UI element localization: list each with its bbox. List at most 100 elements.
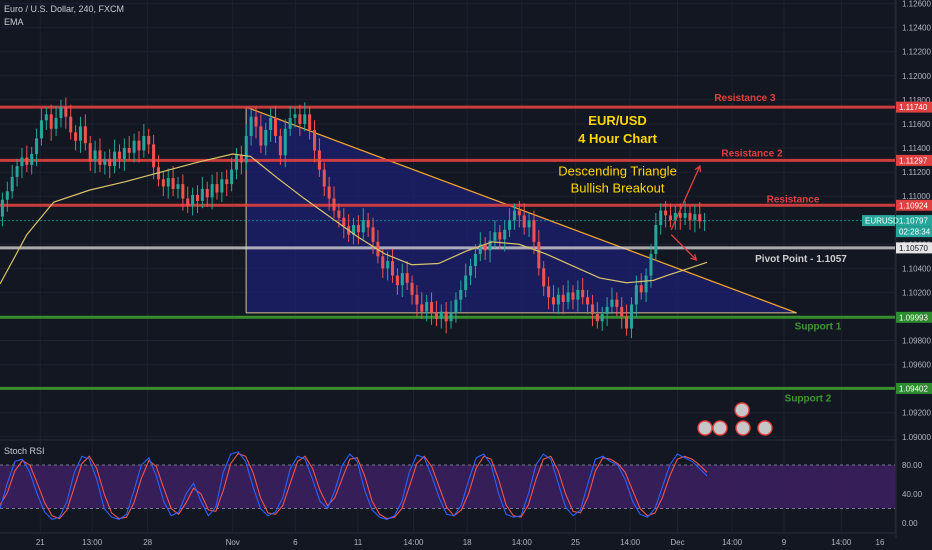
candle-body (64, 107, 68, 117)
candle-body (166, 178, 170, 187)
candle-101 (493, 220, 497, 248)
candle-body (308, 114, 312, 130)
candle-body (678, 212, 682, 218)
candle-body (595, 314, 599, 322)
candle-114 (556, 287, 560, 315)
price-badge-text-0: 1.11740 (899, 103, 928, 112)
candle-138 (673, 205, 677, 230)
y-tick-15: 1.09600 (902, 361, 931, 370)
candle-body (434, 312, 438, 319)
candle-body (415, 294, 419, 305)
candle-body (249, 116, 253, 136)
candle-14 (69, 104, 73, 140)
x-tick-4: 6 (293, 538, 298, 547)
candle-108 (527, 212, 531, 238)
x-tick-6: 14:00 (403, 538, 424, 547)
price-badge-text-1: 1.11297 (899, 156, 928, 165)
candle-76 (371, 217, 375, 254)
candle-body (659, 210, 663, 226)
candle-70 (342, 208, 346, 239)
y-tick-1: 1.12400 (902, 24, 931, 33)
level-label-3: Pivot Point - 1.1057 (755, 254, 847, 265)
candle-body (113, 151, 117, 167)
candle-40 (195, 185, 199, 213)
price-badge-4 (896, 226, 932, 238)
candle-54 (264, 122, 268, 156)
candle-82 (400, 263, 404, 298)
candle-80 (391, 249, 395, 283)
candle-body (137, 140, 141, 151)
candle-body (620, 306, 624, 317)
candle-body (395, 275, 399, 286)
candle-55 (269, 108, 273, 142)
candle-96 (469, 258, 473, 286)
candle-87 (425, 294, 429, 322)
symbol-title: Euro / U.S. Dollar, 240, FXCM (4, 4, 125, 14)
candle-39 (191, 187, 195, 216)
candle-35 (171, 166, 175, 197)
triangle-top-edge (245, 106, 797, 314)
candle-body (478, 244, 482, 254)
x-tick-11: Dec (670, 538, 684, 547)
x-tick-9: 25 (571, 538, 580, 547)
candle-body (205, 188, 209, 198)
candle-body (20, 157, 24, 167)
ema-path (0, 153, 708, 285)
candle-58 (283, 119, 287, 168)
x-tick-0: 21 (36, 538, 45, 547)
candle-37 (181, 174, 185, 211)
candle-body (356, 225, 360, 233)
candle-13 (64, 97, 68, 129)
price-axis: 1.12600 1.12400 1.12200 1.12000 1.11800 1.116… (862, 0, 932, 550)
candle-26 (127, 135, 131, 161)
y-tick-14: 1.09800 (902, 337, 931, 346)
candle-2 (10, 164, 14, 199)
candle-47 (230, 157, 234, 192)
candle-44 (215, 172, 219, 200)
price-badge-3 (896, 215, 932, 227)
candle-body (542, 268, 546, 287)
rsi-band (0, 465, 895, 509)
candle-body (561, 294, 565, 303)
candle-83 (405, 261, 409, 290)
candle-body (147, 135, 151, 145)
x-tick-1: 13:00 (82, 538, 103, 547)
candles (0, 97, 707, 339)
candle-body (0, 199, 4, 217)
candle-body (293, 114, 297, 118)
candle-10 (49, 104, 53, 141)
candle-22 (108, 149, 112, 179)
candle-59 (288, 105, 292, 136)
candle-117 (571, 285, 575, 310)
candle-body (698, 214, 702, 222)
candle-body (5, 191, 9, 200)
candle-body (54, 117, 58, 129)
candle-64 (313, 120, 317, 163)
candle-body (132, 140, 136, 153)
y-tick-3: 1.12000 (902, 72, 931, 81)
candle-20 (98, 138, 102, 173)
candle-72 (352, 217, 356, 245)
y-tick-5: 1.11600 (902, 120, 931, 129)
candle-49 (239, 145, 243, 175)
candle-0 (0, 192, 4, 227)
candle-body (371, 227, 375, 242)
candle-body (327, 186, 331, 199)
candle-body (181, 184, 185, 199)
candle-81 (395, 268, 399, 295)
annotation-1: 4 Hour Chart (578, 131, 657, 146)
candle-31 (152, 134, 156, 180)
y-tick-17: 1.09200 (902, 409, 931, 418)
ema-line (0, 153, 708, 285)
candle-body (273, 117, 278, 136)
candle-body (566, 292, 570, 303)
candle-126 (615, 292, 619, 317)
candle-body (200, 188, 204, 201)
candle-63 (308, 107, 312, 140)
event-markers[interactable] (697, 402, 773, 436)
level-label-1: Resistance 2 (721, 148, 783, 159)
candle-body (488, 240, 492, 251)
price-badge-text-4: 02:28:34 (899, 228, 931, 237)
arrow-head-1 (690, 253, 698, 261)
